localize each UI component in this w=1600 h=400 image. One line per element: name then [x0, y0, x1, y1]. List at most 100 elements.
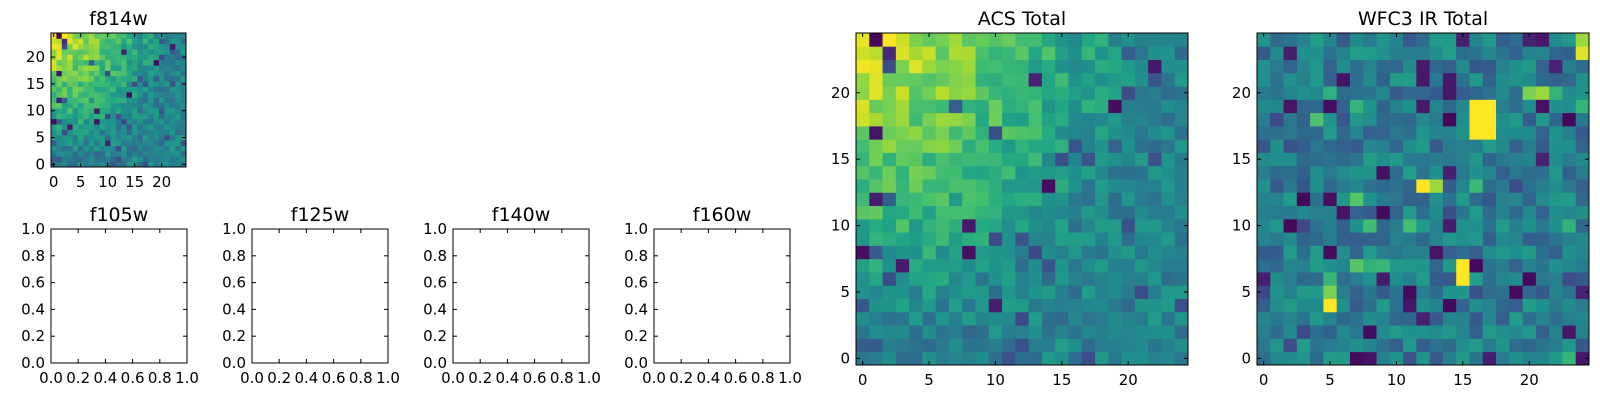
heatmap-cell — [1549, 86, 1563, 100]
heatmap-cell — [61, 59, 68, 66]
heatmap-cell — [869, 46, 883, 60]
heatmap-cell — [1376, 59, 1391, 74]
heatmap-cell — [1296, 46, 1311, 60]
heatmap-cell — [1323, 46, 1338, 60]
heatmap-cell — [83, 108, 90, 114]
heatmap-cell — [1108, 245, 1122, 260]
heatmap-cell — [1028, 125, 1043, 140]
heatmap-cell — [1283, 351, 1298, 366]
heatmap-cell — [1028, 112, 1043, 127]
heatmap-cell — [1349, 192, 1364, 207]
heatmap-cell — [1041, 112, 1056, 127]
heatmap-cell — [1442, 218, 1457, 233]
heatmap-cell — [988, 298, 1003, 313]
heatmap-cell — [164, 156, 171, 163]
heatmap-cell — [1310, 232, 1324, 246]
heatmap-cell — [1174, 192, 1189, 207]
heatmap-cell — [1068, 351, 1083, 366]
heatmap-cell — [922, 59, 937, 74]
heatmap-cell — [1549, 59, 1563, 74]
heatmap-cell — [1257, 205, 1271, 220]
heatmap-cell — [1148, 325, 1162, 339]
heatmap-cell — [1257, 165, 1271, 180]
heatmap-cell — [94, 124, 100, 130]
heatmap-cell — [142, 150, 149, 157]
heatmap-cell — [922, 86, 937, 100]
heatmap-cell — [110, 134, 117, 141]
heatmap-cell — [1403, 86, 1417, 100]
heatmap-cell — [1108, 325, 1122, 339]
heatmap-cell — [1509, 86, 1523, 100]
heatmap-cell — [988, 86, 1003, 100]
heatmap-cell — [1403, 112, 1417, 127]
heatmap-cell — [164, 145, 171, 152]
x-tick-label: 1.0 — [778, 369, 802, 387]
heatmap-cell — [105, 54, 111, 61]
heatmap-cell — [126, 81, 133, 87]
heatmap-cell — [1416, 112, 1431, 127]
heatmap-cell — [1509, 325, 1523, 339]
heatmap-cell — [153, 124, 160, 130]
heatmap-cell — [110, 70, 117, 77]
heatmap-cell — [1403, 258, 1417, 273]
heatmap-cell — [137, 75, 144, 82]
heatmap-cell — [126, 91, 133, 98]
heatmap-cell — [1376, 311, 1391, 326]
heatmap-cell — [175, 118, 181, 125]
x-tick-label: 20 — [1520, 371, 1539, 389]
heatmap-cell — [164, 38, 171, 45]
heatmap-cell — [1148, 59, 1162, 74]
heatmap-cell — [922, 338, 937, 353]
heatmap-cell — [1134, 179, 1149, 193]
y-tick-label: 0.8 — [423, 247, 447, 265]
heatmap-cell — [1161, 112, 1176, 127]
heatmap-cell — [1002, 86, 1016, 100]
x-tick-label: 20 — [1119, 371, 1138, 389]
heatmap-cell — [1389, 152, 1404, 167]
heatmap-cell — [1389, 311, 1404, 326]
heatmap-cell — [962, 86, 976, 100]
heatmap-cell — [1442, 46, 1457, 60]
heatmap-cell — [159, 81, 165, 87]
heatmap-cell — [1376, 152, 1391, 167]
heatmap-cell — [1134, 99, 1149, 114]
heatmap-cell — [1509, 218, 1523, 233]
heatmap-cell — [856, 311, 870, 326]
heatmap-cell — [1148, 99, 1162, 114]
y-tick-label: 0.2 — [423, 327, 447, 345]
heatmap-cell — [1081, 218, 1096, 233]
heatmap-cell — [61, 70, 68, 77]
heatmap-cell — [137, 113, 144, 120]
heatmap-cell — [1336, 86, 1351, 100]
heatmap-cell — [1562, 59, 1577, 74]
heatmap-cell — [922, 325, 937, 339]
heatmap-cell — [988, 46, 1003, 60]
heatmap-cell — [922, 46, 937, 60]
heatmap-cell — [882, 33, 897, 47]
heatmap-cell — [1349, 351, 1364, 366]
heatmap-cell — [51, 129, 57, 136]
heatmap-cell — [1562, 245, 1577, 260]
heatmap-cell — [78, 113, 84, 120]
heatmap-cell — [1469, 311, 1484, 326]
heatmap-cell — [922, 311, 937, 326]
heatmap-cell — [142, 140, 149, 146]
x-tick-label: 0.8 — [148, 369, 172, 387]
heatmap-cell — [175, 161, 181, 168]
x-tick-label: 0.4 — [294, 369, 318, 387]
heatmap-cell — [175, 49, 181, 55]
heatmap-cell — [83, 140, 90, 146]
heatmap-cell — [164, 124, 171, 130]
heatmap-cell — [99, 81, 106, 87]
heatmap-cell — [121, 108, 127, 114]
heatmap-cell — [962, 72, 976, 87]
y-tick-label: 20 — [26, 48, 45, 66]
heatmap-cell — [153, 97, 160, 104]
heatmap-cell — [1148, 152, 1162, 167]
heatmap-cell — [94, 161, 100, 168]
heatmap-cell — [895, 351, 910, 366]
heatmap-cell — [1349, 272, 1364, 286]
heatmap-cell — [1028, 86, 1043, 100]
heatmap-cell — [1376, 125, 1391, 140]
heatmap-cell — [126, 75, 133, 82]
